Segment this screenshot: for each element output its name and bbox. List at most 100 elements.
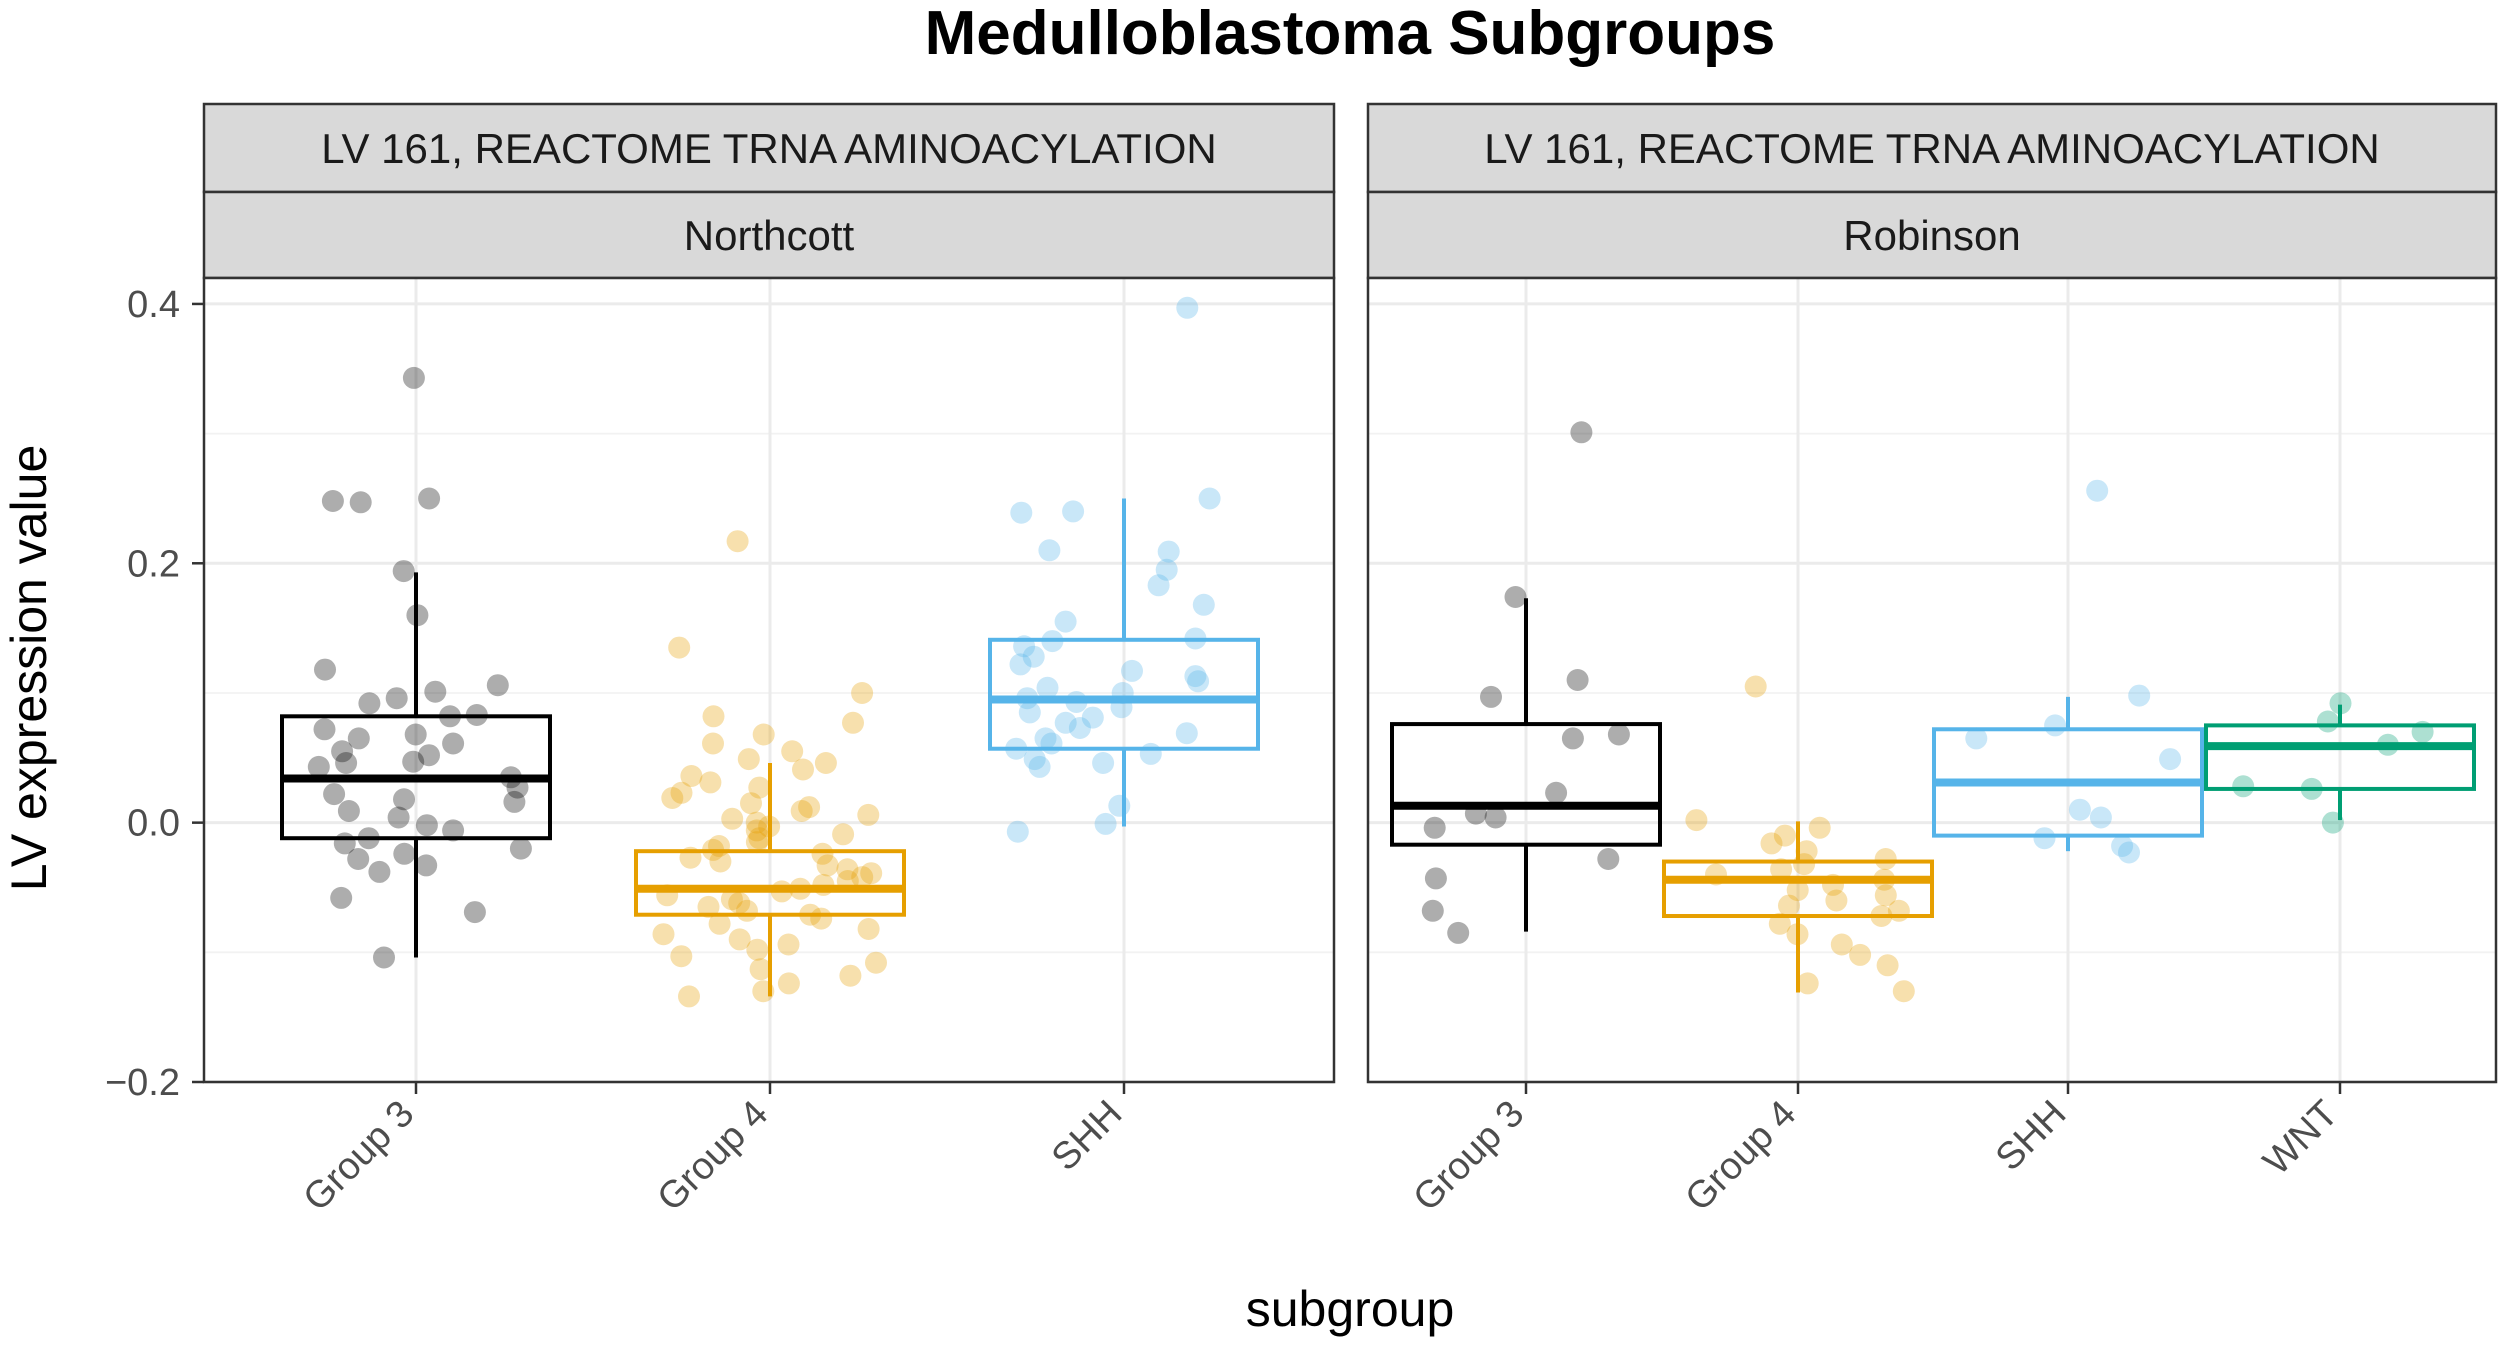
data-point	[781, 740, 804, 763]
data-point	[2300, 777, 2323, 800]
data-point	[313, 718, 336, 741]
x-tick-label: SHH	[1044, 1093, 1130, 1179]
data-point	[1022, 645, 1045, 668]
data-point	[2128, 684, 2151, 707]
data-point	[842, 711, 864, 734]
data-point	[2376, 733, 2399, 756]
data-point	[865, 951, 887, 974]
strip-top-label: LV 161, REACTOME TRNA AMINOACYLATION	[321, 125, 1216, 172]
strip-top-label: LV 161, REACTOME TRNA AMINOACYLATION	[1484, 125, 2379, 172]
data-point	[1065, 691, 1088, 713]
data-point	[746, 938, 769, 961]
data-point	[661, 787, 684, 809]
data-point	[1155, 558, 1178, 581]
y-axis: −0.2 0.0 0.2 0.4	[105, 284, 204, 1104]
data-point	[506, 776, 529, 799]
data-point	[385, 687, 408, 710]
points-group-3	[307, 366, 532, 969]
data-point	[758, 815, 781, 838]
data-point	[1705, 863, 1727, 886]
data-point	[857, 918, 880, 940]
data-point	[857, 803, 880, 826]
box-iqr	[2204, 723, 2476, 791]
data-point	[463, 901, 486, 924]
data-point	[832, 823, 855, 846]
data-point	[499, 766, 522, 789]
data-point	[1111, 682, 1134, 704]
data-point	[1187, 670, 1210, 693]
data-point	[393, 788, 415, 811]
data-point	[1770, 858, 1793, 881]
strip-top	[1366, 102, 2498, 194]
data-point	[1423, 816, 1446, 839]
data-point	[347, 848, 370, 870]
x-tick-label: Group 4	[650, 1093, 777, 1220]
data-point	[2086, 479, 2109, 502]
strip-bottom	[1366, 190, 2498, 280]
data-point	[1830, 933, 1853, 956]
data-point	[1793, 853, 1816, 876]
data-point	[2159, 748, 2182, 771]
data-point	[415, 814, 438, 837]
data-point	[1685, 809, 1708, 832]
boxplot-group-3	[280, 572, 552, 958]
data-point	[728, 892, 751, 914]
data-point	[1038, 539, 1061, 562]
data-point	[748, 827, 771, 850]
points-group-4	[652, 530, 887, 1008]
data-point	[1092, 752, 1115, 774]
data-point	[1504, 586, 1527, 608]
data-point	[331, 740, 354, 763]
data-point	[404, 723, 427, 746]
strip-top	[202, 102, 1336, 194]
data-point	[368, 860, 391, 883]
data-point	[816, 854, 839, 877]
data-point	[697, 895, 720, 918]
data-point	[2044, 714, 2067, 737]
data-point	[770, 880, 793, 903]
strip-bottom-label: Northcott	[684, 212, 855, 259]
data-point	[1892, 980, 1915, 1003]
boxplot-group-4	[1662, 821, 1934, 993]
data-point	[1040, 732, 1063, 755]
data-point	[1068, 717, 1091, 739]
data-point	[810, 907, 833, 930]
data-point	[1447, 921, 1470, 944]
data-point	[1013, 635, 1036, 658]
points-shh	[1005, 296, 1221, 843]
points-shh	[1965, 479, 2182, 864]
data-point	[1006, 820, 1029, 843]
data-point	[1597, 848, 1620, 870]
data-point	[702, 732, 724, 755]
data-point	[321, 490, 344, 512]
data-point	[752, 723, 775, 746]
data-point	[1822, 873, 1844, 896]
x-tick-label: Group 4	[1678, 1093, 1805, 1220]
data-point	[509, 837, 532, 860]
data-point	[2033, 827, 2056, 850]
data-point	[349, 491, 372, 514]
data-point	[702, 838, 725, 861]
data-point	[752, 980, 775, 1003]
x-tick-label: SHH	[1988, 1093, 2074, 1179]
data-point	[2329, 692, 2352, 715]
data-point	[1874, 848, 1897, 870]
data-point	[1464, 802, 1487, 825]
data-point	[439, 705, 461, 728]
x-tick-label: WNT	[2255, 1093, 2346, 1184]
data-point	[1870, 905, 1893, 927]
data-point	[678, 985, 700, 1008]
data-point	[1965, 727, 1988, 750]
points-group-3	[1421, 421, 1630, 944]
data-point	[789, 877, 812, 900]
data-point	[1566, 669, 1589, 691]
data-point	[1873, 868, 1896, 891]
boxplot-group-3	[1390, 598, 1662, 932]
data-point	[1768, 912, 1791, 935]
data-point	[652, 923, 675, 946]
data-point	[702, 705, 725, 728]
data-point	[442, 819, 465, 842]
data-point	[1876, 954, 1899, 977]
data-point	[1480, 685, 1502, 708]
